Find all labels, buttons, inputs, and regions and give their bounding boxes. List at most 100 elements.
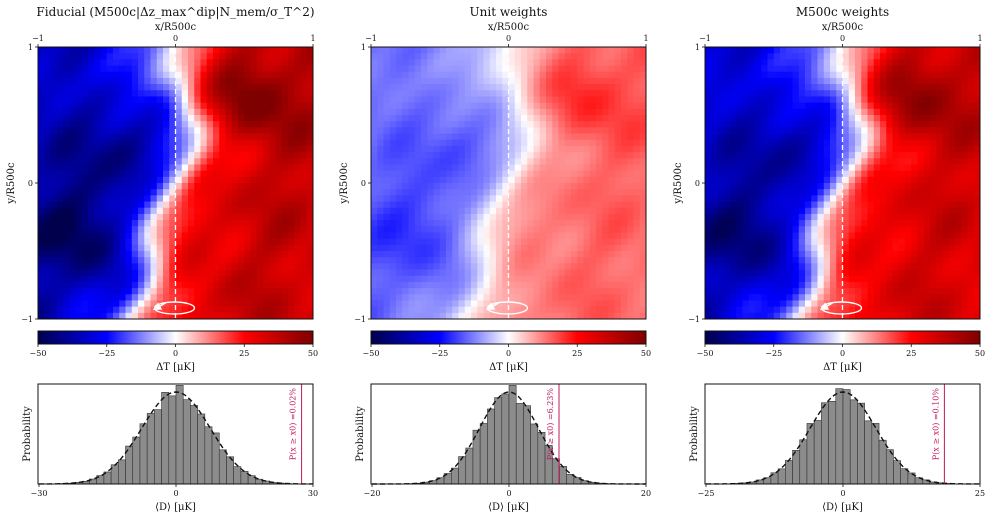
heatmap-cell <box>163 121 170 128</box>
heatmap-cell <box>294 226 301 233</box>
heatmap-cell <box>408 257 416 264</box>
heatmap-cell <box>113 244 120 252</box>
heatmap-cell <box>477 164 484 172</box>
heatmap-cell <box>571 238 578 246</box>
heatmap-cell <box>263 84 270 91</box>
heatmap-cell <box>421 263 428 270</box>
heatmap-cell <box>244 77 251 85</box>
heatmap-cell <box>75 312 83 320</box>
heatmap-cell <box>711 96 718 104</box>
heatmap-cell <box>639 59 647 66</box>
heatmap-cell <box>848 53 856 60</box>
heatmap-cell <box>564 213 572 221</box>
heatmap-cell <box>94 269 101 277</box>
heatmap-cell <box>144 152 151 159</box>
heatmap-cell <box>836 53 843 60</box>
heatmap-cell <box>539 213 547 221</box>
heatmap-cell <box>225 96 233 104</box>
heatmap-cell <box>848 115 856 122</box>
heatmap-cell <box>200 232 208 240</box>
heatmap-cell <box>558 275 566 283</box>
heatmap-cell <box>930 47 937 54</box>
heatmap-cell <box>489 164 497 172</box>
heatmap-cell <box>371 102 378 110</box>
heatmap-cell <box>633 170 641 178</box>
heatmap-cell <box>275 201 283 209</box>
heatmap-cell <box>639 77 647 85</box>
heatmap-cell <box>169 207 176 215</box>
heatmap-cell <box>439 102 447 110</box>
heatmap-cell <box>489 145 497 153</box>
heatmap-cell <box>414 96 422 104</box>
heatmap-cell <box>175 288 183 295</box>
heatmap-cell <box>942 59 950 66</box>
heatmap-cell <box>188 53 195 60</box>
heatmap-cell <box>471 53 478 60</box>
heatmap-cell <box>238 108 245 116</box>
heatmap-cell <box>873 115 881 122</box>
heatmap-cell <box>200 300 208 308</box>
heatmap-cell <box>383 281 391 289</box>
heatmap-cell <box>389 312 397 320</box>
heatmap-cell <box>275 275 283 283</box>
heatmap-cell <box>421 145 428 153</box>
heatmap-cell <box>761 145 768 153</box>
heatmap-cell <box>69 133 76 141</box>
heatmap-cell <box>427 232 434 240</box>
heatmap-cell <box>508 152 516 159</box>
heatmap-cell <box>614 145 622 153</box>
heatmap-cell <box>169 158 176 165</box>
heatmap-cell <box>464 201 472 209</box>
heatmap-cell <box>56 176 64 184</box>
heatmap-cell <box>396 47 403 54</box>
heatmap-cell <box>94 90 101 97</box>
heatmap-cell <box>275 269 283 277</box>
heatmap-cell <box>169 269 176 277</box>
heatmap-cell <box>602 47 609 54</box>
heatmap-cell <box>75 59 83 66</box>
heatmap-cell <box>56 59 64 66</box>
heatmap-cell <box>402 53 409 60</box>
heatmap-cell <box>780 139 787 147</box>
heatmap-cell <box>730 158 737 165</box>
heatmap-cell <box>175 251 183 258</box>
heatmap-cell <box>371 232 378 240</box>
heatmap-cell <box>773 77 781 85</box>
heatmap-cell <box>496 84 503 91</box>
panel2-xtick-label: −1 <box>365 34 377 43</box>
heatmap-cell <box>213 263 220 270</box>
heatmap-cell <box>705 59 712 66</box>
heatmap-cell <box>961 59 968 66</box>
heatmap-cell <box>200 207 208 215</box>
heatmap-cell <box>502 269 509 277</box>
heatmap-cell <box>288 226 295 233</box>
heatmap-cell <box>263 133 270 141</box>
heatmap-cell <box>69 115 76 122</box>
heatmap-cell <box>805 115 812 122</box>
heatmap-cell <box>238 300 245 308</box>
heatmap-cell <box>483 127 491 134</box>
heatmap-cell <box>389 170 397 178</box>
heatmap-cell <box>402 77 409 85</box>
heatmap-cell <box>633 71 641 79</box>
heatmap-cell <box>627 139 634 147</box>
heatmap-cell <box>898 53 906 60</box>
heatmap-cell <box>138 108 145 116</box>
heatmap-cell <box>627 127 634 134</box>
heatmap-cell <box>855 90 862 97</box>
heatmap-cell <box>256 257 264 264</box>
heatmap-cell <box>855 139 862 147</box>
heatmap-cell <box>427 226 434 233</box>
heatmap-cell <box>125 257 133 264</box>
heatmap-cell <box>571 244 578 252</box>
heatmap-cell <box>44 251 51 258</box>
heatmap-cell <box>848 65 856 73</box>
heatmap-cell <box>798 90 806 97</box>
heatmap-cell <box>705 84 712 91</box>
heatmap-cell <box>514 90 522 97</box>
heatmap-cell <box>602 145 609 153</box>
heatmap-cell <box>898 121 906 128</box>
heatmap-cell <box>281 244 289 252</box>
heatmap-cell <box>639 170 647 178</box>
heatmap-cell <box>181 59 189 66</box>
